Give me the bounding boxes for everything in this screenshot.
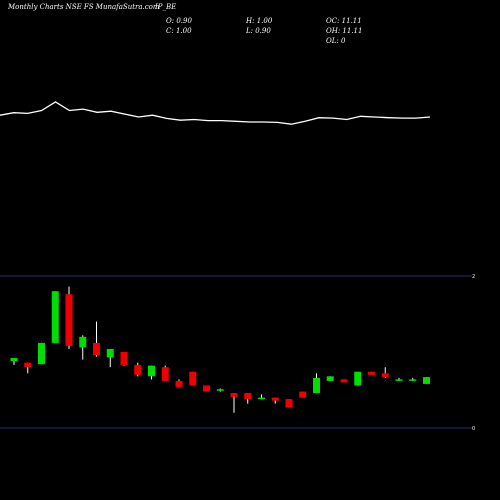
candle xyxy=(423,377,430,384)
candle xyxy=(161,367,169,381)
candle xyxy=(368,371,375,375)
candle xyxy=(189,371,197,386)
price-line xyxy=(0,101,431,125)
symbol-label: IP_BE xyxy=(155,3,177,11)
candle xyxy=(326,376,334,381)
candle xyxy=(299,391,307,398)
open-value: O: 0.90 xyxy=(166,17,192,25)
ol-value: OL: 0 xyxy=(326,37,346,45)
candle xyxy=(285,399,293,408)
oc-value: OC: 11.11 xyxy=(326,17,362,25)
candle xyxy=(409,379,417,381)
candle xyxy=(271,397,279,401)
candle xyxy=(354,371,362,386)
candle xyxy=(79,336,87,348)
candle xyxy=(106,348,114,358)
high-value: H: 1.00 xyxy=(246,17,273,25)
candle xyxy=(134,364,142,375)
candle xyxy=(51,291,59,343)
candle xyxy=(395,379,403,381)
candle xyxy=(120,352,128,365)
candle xyxy=(10,358,18,362)
candle xyxy=(230,393,238,397)
y-tick-label: 2 xyxy=(472,274,475,280)
y-tick-label: 0 xyxy=(472,426,475,432)
candle xyxy=(148,365,155,377)
candle xyxy=(313,377,320,394)
low-value: L: 0.90 xyxy=(246,27,271,35)
close-value: C: 1.00 xyxy=(166,27,192,35)
oh-value: OH: 11.11 xyxy=(326,27,363,35)
candle xyxy=(24,362,32,368)
candle xyxy=(258,397,265,400)
candle xyxy=(244,393,252,400)
candle xyxy=(175,380,183,387)
candle xyxy=(381,373,389,378)
chart-brand-title: Monthly Charts NSE FS MunafaSutra.com xyxy=(8,3,160,11)
candle xyxy=(340,379,348,383)
candle xyxy=(93,342,100,356)
candle xyxy=(203,385,210,392)
candle xyxy=(38,342,45,365)
candle xyxy=(216,389,224,391)
candle xyxy=(65,294,73,346)
